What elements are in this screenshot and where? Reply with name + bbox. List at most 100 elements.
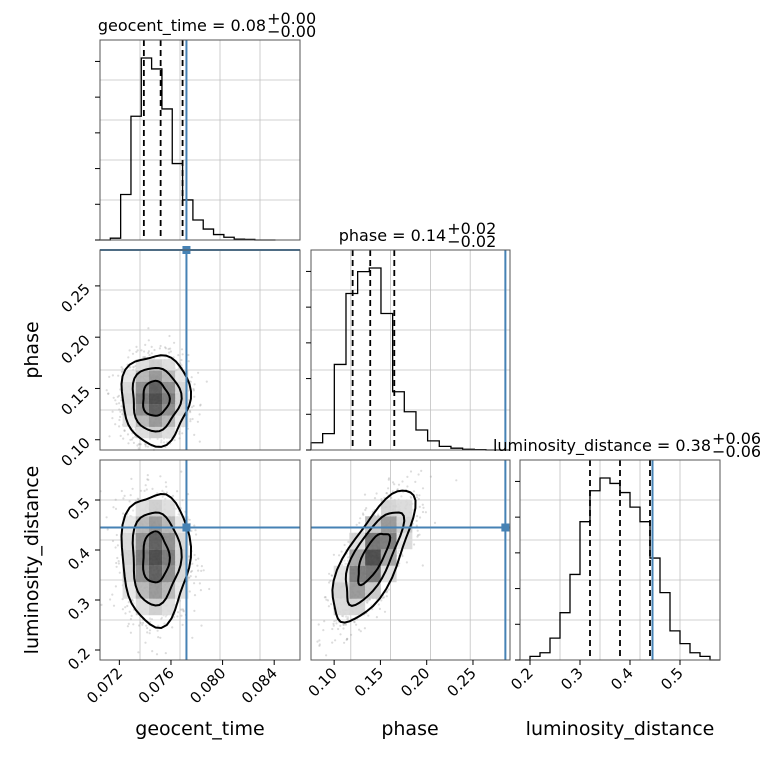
scatter-point — [189, 418, 192, 421]
scatter-point — [359, 630, 362, 633]
x-tick-label: 0.4 — [607, 664, 637, 694]
scatter-point — [105, 516, 108, 519]
y-tick-label: 0.2 — [64, 644, 94, 674]
scatter-point — [164, 652, 167, 655]
scatter-point — [151, 487, 154, 490]
scatter-point — [117, 394, 121, 397]
scatter-point — [142, 356, 145, 359]
scatter-point — [202, 569, 205, 572]
scatter-point — [193, 383, 196, 386]
title-main: geocent_time = 0.08 — [98, 16, 266, 36]
scatter-point — [180, 614, 183, 617]
scatter-point — [419, 516, 422, 519]
scatter-point — [150, 352, 153, 355]
scatter-point — [420, 469, 423, 472]
scatter-point — [130, 614, 133, 618]
scatter-point — [141, 621, 145, 625]
scatter-point — [127, 601, 130, 604]
scatter-point — [120, 489, 123, 493]
hist-bar — [203, 229, 213, 240]
scatter-point — [421, 564, 424, 567]
hist-bar — [358, 272, 370, 450]
hist-bar — [550, 638, 560, 660]
scatter-point — [124, 606, 127, 609]
scatter-point — [177, 354, 180, 357]
scatter-point — [148, 632, 151, 635]
y-axis-label: phase — [21, 321, 43, 378]
scatter-point — [178, 430, 181, 433]
scatter-point — [194, 529, 197, 532]
scatter-point — [367, 614, 370, 617]
scatter-point — [330, 603, 333, 606]
title-main: phase = 0.14 — [339, 226, 446, 245]
scatter-point — [429, 475, 432, 478]
x-tick-label: 0.3 — [557, 664, 587, 694]
scatter-point — [165, 441, 169, 444]
scatter-point — [393, 483, 396, 486]
scatter-point — [114, 423, 117, 426]
scatter-point — [161, 489, 164, 492]
hist-bar — [428, 441, 440, 450]
scatter-point — [105, 389, 108, 392]
scatter-point — [331, 627, 334, 631]
scatter-point — [122, 512, 125, 515]
scatter-point — [198, 582, 201, 585]
scatter-point — [131, 487, 134, 490]
scatter-point — [135, 345, 138, 348]
title-sup: +0.02 — [447, 219, 496, 238]
scatter-point — [178, 432, 181, 435]
scatter-point — [318, 644, 321, 647]
scatter-point — [327, 605, 330, 608]
scatter-point — [144, 445, 147, 448]
axes-frame — [310, 249, 511, 451]
scatter-point — [100, 603, 103, 607]
scatter-point — [173, 439, 176, 442]
scatter-point — [176, 490, 179, 493]
hist-bar — [570, 574, 580, 660]
scatter-point — [108, 435, 111, 438]
truth-marker — [501, 523, 510, 532]
scatter-point — [199, 403, 202, 406]
scatter-point — [409, 470, 413, 473]
title-sub: −0.00 — [267, 22, 316, 41]
scatter-point — [359, 517, 362, 520]
scatter-point — [355, 523, 358, 526]
x-tick-label: 0.080 — [186, 664, 229, 707]
scatter-point — [194, 575, 197, 578]
hist-bar — [323, 434, 335, 450]
scatter-point — [362, 513, 365, 516]
hist-step-line — [310, 267, 510, 451]
scatter-point — [173, 341, 176, 344]
scatter-point — [143, 489, 146, 492]
title-main: luminosity_distance = 0.38 — [493, 436, 711, 456]
scatter-point — [193, 553, 196, 557]
hist-step-line — [520, 477, 720, 661]
scatter-point — [111, 410, 114, 413]
scatter-point — [323, 596, 326, 599]
scatter-point — [375, 492, 378, 495]
scatter-point — [187, 353, 190, 357]
scatter-point — [148, 629, 152, 632]
scatter-point — [168, 351, 171, 354]
scatter-point — [139, 489, 143, 492]
scatter-point — [346, 637, 349, 641]
scatter-point — [108, 375, 111, 378]
scatter-point — [205, 380, 208, 383]
scatter-point — [353, 620, 356, 623]
x-tick-label: 0.5 — [657, 664, 687, 694]
scatter-point — [122, 437, 125, 440]
scatter-point — [136, 444, 139, 447]
scatter-point — [111, 539, 115, 543]
hist-title: geocent_time = 0.08 — [98, 16, 266, 36]
scatter-point — [417, 473, 420, 476]
scatter-point — [199, 404, 202, 407]
scatter-point — [180, 470, 183, 473]
scatter_phase_luminosity_distance — [310, 459, 511, 661]
scatter-point — [316, 640, 319, 643]
y-tick-label: 0.5 — [64, 494, 94, 524]
scatter-point — [124, 612, 127, 615]
scatter-point — [455, 479, 458, 482]
scatter-point — [192, 404, 195, 408]
scatter-point — [114, 399, 117, 402]
